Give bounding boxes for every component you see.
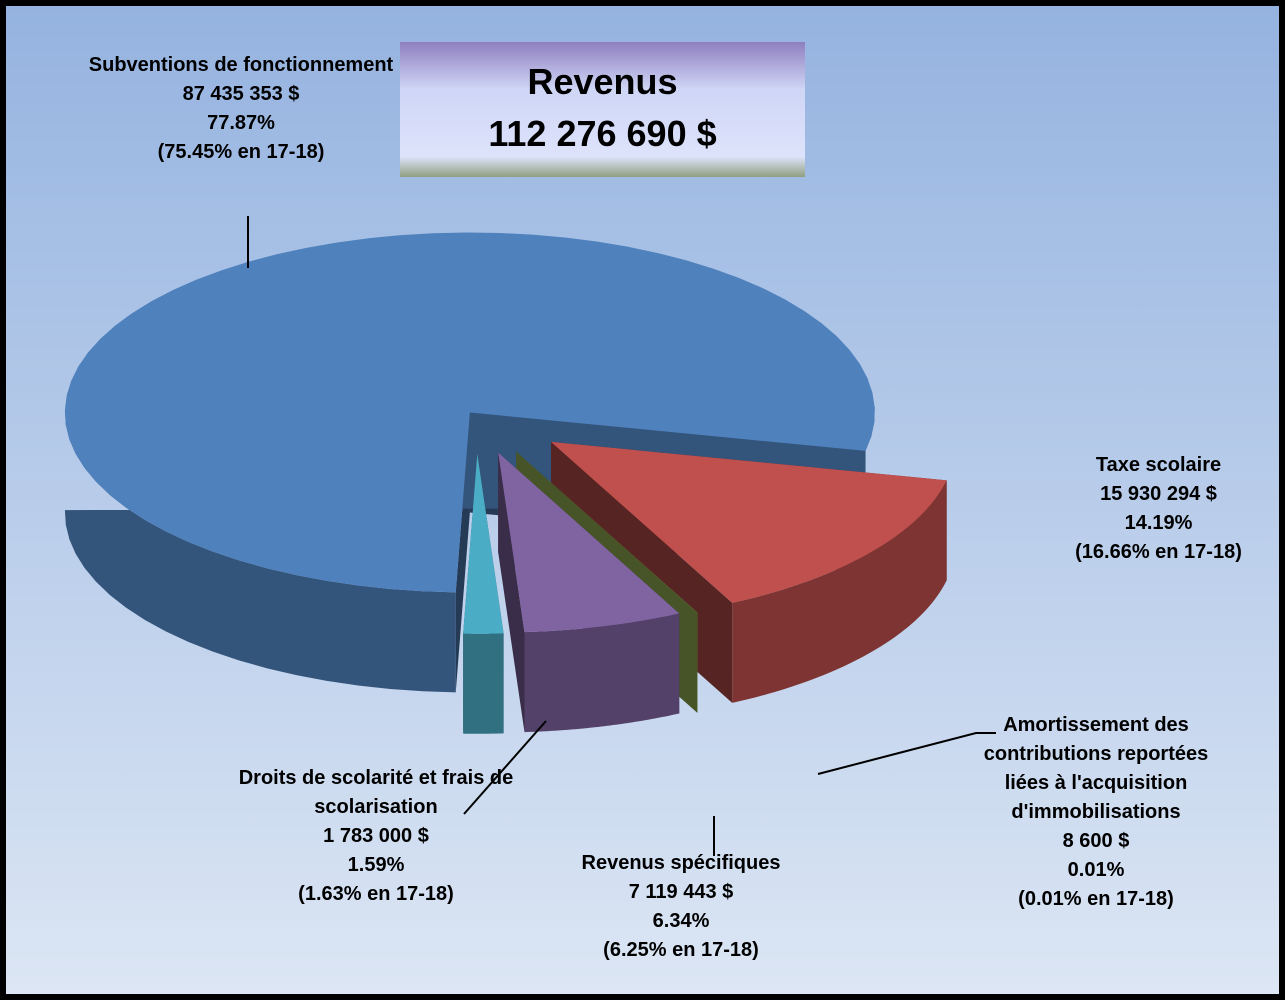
slice-label: Droits de scolarité et frais de scolaris… bbox=[236, 764, 516, 909]
leader-line bbox=[817, 732, 996, 775]
category-label: Subventions de fonctionnement bbox=[88, 54, 394, 76]
slice-top bbox=[516, 451, 698, 613]
slice-side bbox=[463, 633, 504, 734]
category-label: Revenus spécifiques bbox=[581, 852, 781, 874]
data-label: (1.63% en 17-18) bbox=[298, 883, 454, 905]
data-label: 1.59% bbox=[347, 854, 405, 876]
pie bbox=[64, 232, 947, 734]
category-label: Droits de scolarité et frais de scolaris… bbox=[238, 767, 514, 818]
data-label: (16.66% en 17-18) bbox=[1075, 541, 1242, 563]
data-label: (75.45% en 17-18) bbox=[157, 141, 325, 163]
data-label: 77.87% bbox=[207, 112, 275, 134]
category-label: Taxe scolaire bbox=[1095, 454, 1222, 476]
data-label: 0.01% bbox=[1067, 859, 1125, 881]
data-label: 14.19% bbox=[1124, 512, 1193, 534]
leader-line bbox=[463, 720, 547, 815]
slice-label: Revenus spécifiques 7 119 443 $ 6.34% (6.25… bbox=[546, 849, 816, 965]
slice bbox=[550, 441, 947, 703]
category-label: Amortissement des contributions reportée… bbox=[983, 714, 1209, 823]
slice-top bbox=[498, 452, 680, 633]
data-label: 8 600 $ bbox=[1062, 830, 1130, 852]
slice-top bbox=[550, 441, 947, 603]
data-label: 87 435 353 $ bbox=[182, 83, 300, 105]
data-label: 15 930 294 $ bbox=[1100, 483, 1217, 505]
chart-title: Revenus bbox=[527, 61, 678, 102]
slice-wall bbox=[498, 452, 525, 733]
data-label: (0.01% en 17-18) bbox=[1018, 888, 1174, 910]
data-label: 7 119 443 $ bbox=[628, 881, 734, 903]
slice-top bbox=[463, 453, 504, 634]
slice-label: Subventions de fonctionnement 87 435 353 … bbox=[46, 51, 436, 167]
slice-side bbox=[524, 613, 680, 733]
pie-area bbox=[64, 216, 996, 856]
leader-lines bbox=[247, 216, 996, 856]
slice-top bbox=[64, 232, 875, 593]
slice-label: Amortissement des contributions reportée… bbox=[966, 711, 1226, 914]
slice-side bbox=[732, 480, 947, 703]
data-label: 6.34% bbox=[652, 910, 710, 932]
chart-subtitle: 112 276 690 $ bbox=[488, 113, 717, 154]
data-label: 1 783 000 $ bbox=[323, 825, 429, 847]
data-label: (6.25% en 17-18) bbox=[603, 939, 759, 961]
slice bbox=[463, 453, 504, 734]
slice-label: Taxe scolaire 15 930 294 $ 14.19% (16.66% e… bbox=[1036, 451, 1279, 567]
title-box: Revenus 112 276 690 $ bbox=[400, 42, 805, 177]
slice bbox=[498, 452, 680, 733]
